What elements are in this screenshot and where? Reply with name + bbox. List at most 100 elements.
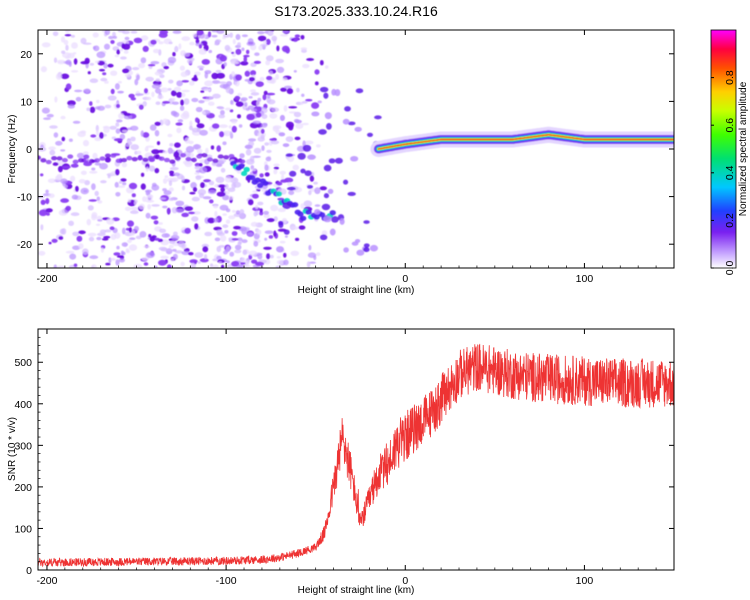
heatmap-cell	[194, 252, 204, 258]
heatmap-cell	[188, 211, 196, 215]
heatmap-cell	[301, 100, 308, 104]
heatmap-cell	[147, 204, 152, 210]
heatmap-cell	[80, 61, 90, 65]
heatmap-cell	[154, 265, 158, 268]
heatmap-cell	[147, 194, 154, 198]
heatmap-cell	[264, 142, 270, 146]
heatmap-cell	[121, 43, 126, 49]
heatmap-cell	[324, 65, 329, 69]
heatmap-cell	[252, 190, 258, 193]
heatmap-cell	[188, 252, 194, 256]
heatmap-cell	[70, 34, 75, 38]
heatmap-cell	[276, 45, 280, 52]
heatmap-cell	[48, 193, 55, 198]
heatmap-cell	[97, 200, 103, 204]
heatmap-cell	[228, 125, 232, 129]
heatmap-cell	[232, 38, 236, 45]
heatmap-cell	[196, 123, 205, 129]
heatmap-cell	[145, 166, 149, 172]
heatmap-cell	[288, 190, 295, 196]
heatmap-cell	[121, 251, 126, 256]
heatmap-cell	[45, 198, 50, 205]
heatmap-cell	[148, 165, 156, 172]
heatmap-cell	[220, 187, 225, 193]
heatmap-cell	[268, 70, 273, 76]
heatmap-cell	[314, 81, 319, 86]
heatmap-cell	[175, 208, 184, 213]
heatmap-cell	[228, 153, 235, 159]
heatmap-cell	[363, 243, 370, 248]
heatmap-cell	[189, 41, 195, 46]
heatmap-cell	[151, 83, 161, 89]
heatmap-cell	[276, 255, 281, 259]
heatmap-cell	[99, 68, 105, 72]
heatmap-cell	[300, 203, 305, 209]
heatmap-cell	[257, 201, 264, 206]
heatmap-cell	[124, 36, 130, 41]
heatmap-cell	[182, 110, 190, 118]
heatmap-cell	[124, 206, 132, 211]
heatmap-cell	[60, 198, 69, 203]
heatmap-cell	[329, 210, 336, 216]
heatmap-cell	[317, 100, 322, 104]
heatmap-cell	[190, 182, 197, 189]
heatmap-cell	[285, 153, 294, 158]
heatmap-cell	[326, 122, 332, 130]
heatmap-cell	[129, 237, 136, 240]
heatmap-cell	[237, 42, 241, 47]
heatmap-cell	[155, 101, 161, 105]
heatmap-cell	[225, 86, 232, 94]
heatmap-cell	[71, 42, 78, 49]
heatmap-cell	[107, 63, 114, 68]
heatmap-cell	[234, 249, 242, 254]
y-tick-label: 300	[14, 440, 32, 452]
heatmap-cell	[58, 165, 63, 173]
heatmap-cell	[141, 257, 149, 261]
heatmap-cell	[76, 235, 83, 242]
heatmap-cell	[211, 30, 219, 33]
heatmap-cell	[369, 244, 378, 252]
heatmap-cell	[255, 112, 262, 118]
heatmap-cell	[161, 233, 171, 238]
colorbar-tick-label: 0.6	[724, 118, 736, 133]
heatmap-cell	[231, 120, 238, 124]
heatmap-cell	[210, 263, 214, 268]
colorbar-tick-label: 0.2	[724, 213, 736, 228]
heatmap-cell	[291, 202, 299, 208]
heatmap-cell	[113, 138, 123, 142]
heatmap-cell	[205, 147, 209, 154]
heatmap-cell	[144, 88, 148, 94]
heatmap-cell	[263, 90, 268, 96]
heatmap-cell	[180, 99, 185, 106]
heatmap-cell	[89, 78, 99, 83]
heatmap-cell	[319, 86, 329, 93]
heatmap-cell	[306, 184, 314, 189]
heatmap-cell	[198, 48, 207, 55]
heatmap-cell	[347, 121, 356, 126]
heatmap-cell	[167, 56, 177, 64]
heatmap-cell	[208, 101, 215, 106]
heatmap-cell	[243, 166, 250, 173]
tone-line	[377, 133, 674, 150]
heatmap-cell	[118, 258, 125, 263]
heatmap-cell	[281, 45, 290, 53]
heatmap-cell	[200, 90, 205, 93]
heatmap-cell	[227, 187, 236, 192]
heatmap-cell	[214, 210, 218, 218]
heatmap-cell	[60, 73, 70, 80]
heatmap-cell	[71, 70, 79, 73]
heatmap-cell	[61, 136, 66, 142]
heatmap-cell	[221, 264, 225, 268]
heatmap-cell	[73, 58, 78, 65]
heatmap-cell	[110, 153, 117, 158]
heatmap-cell	[61, 50, 66, 54]
heatmap-cell	[252, 193, 259, 199]
heatmap-cell	[323, 193, 330, 199]
heatmap-cell	[109, 125, 117, 130]
snr-panel: -200 -100 0 100 0 100 200 300 400 500 Height of s…	[7, 328, 675, 596]
heatmap-cell	[46, 113, 54, 118]
heatmap-cell	[229, 131, 233, 137]
heatmap-cell	[255, 261, 265, 266]
chart-title: S173.2025.333.10.24.R16	[274, 3, 438, 19]
heatmap-cell	[213, 204, 219, 209]
